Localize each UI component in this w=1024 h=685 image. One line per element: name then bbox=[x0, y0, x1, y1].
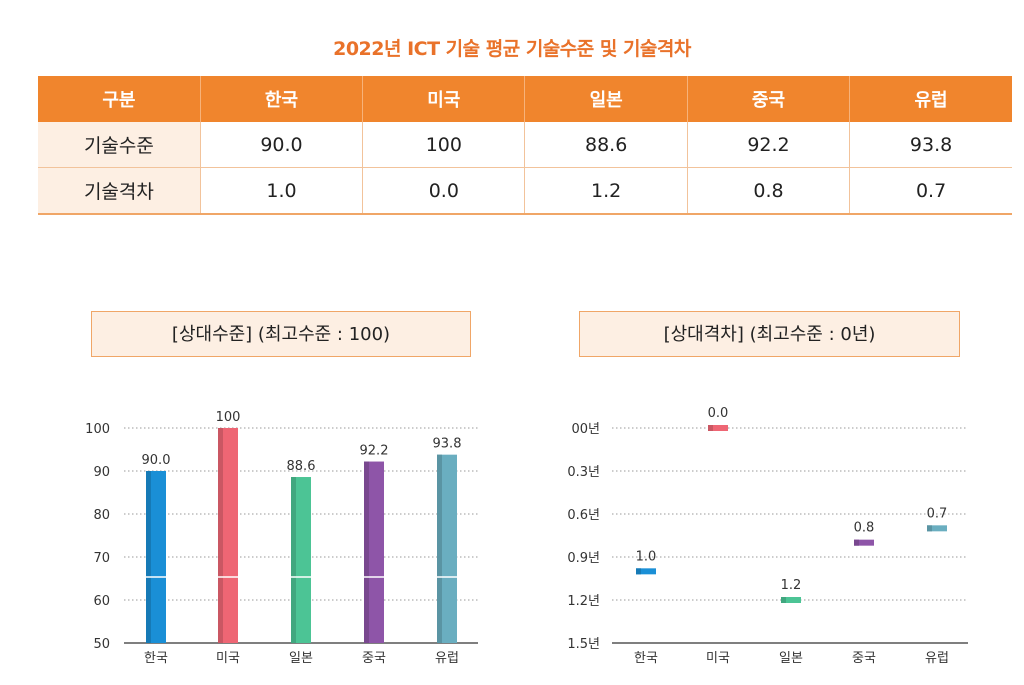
table-cell: 100 bbox=[362, 122, 526, 168]
x-tick-label: 유럽 bbox=[925, 651, 949, 666]
gap-marker-shade bbox=[854, 539, 859, 546]
y-tick-label: 50 bbox=[93, 637, 110, 652]
data-label: 90.0 bbox=[142, 453, 171, 468]
table-row: 기술수준 90.0 100 88.6 92.2 93.8 bbox=[38, 122, 1012, 168]
table-header-cell: 미국 bbox=[362, 76, 526, 122]
table-cell: 1.0 bbox=[200, 167, 364, 215]
gap-marker bbox=[927, 525, 947, 532]
bar-shade bbox=[437, 454, 442, 643]
table-cell: 1.2 bbox=[524, 167, 688, 215]
table-header-cell: 유럽 bbox=[849, 76, 1012, 122]
table-row: 기술격차 1.0 0.0 1.2 0.8 0.7 bbox=[38, 167, 1012, 215]
x-tick-label: 미국 bbox=[706, 651, 730, 666]
data-label: 100 bbox=[216, 410, 241, 425]
gap-marker-shade bbox=[636, 568, 641, 575]
gap-marker-shade bbox=[927, 525, 932, 532]
bar-shade bbox=[146, 471, 151, 643]
data-label: 0.0 bbox=[708, 406, 729, 421]
y-tick-label: 0.6년 bbox=[567, 508, 600, 523]
y-tick-label: 80 bbox=[93, 508, 110, 523]
gap-marker-shade bbox=[708, 425, 713, 431]
y-tick-label: 0.9년 bbox=[567, 551, 600, 566]
table-cell: 0.8 bbox=[687, 167, 851, 215]
x-tick-label: 한국 bbox=[144, 651, 168, 666]
table-cell: 0.0 bbox=[362, 167, 526, 215]
data-label: 1.2 bbox=[781, 578, 802, 593]
bar-shade bbox=[218, 428, 223, 643]
table-cell: 90.0 bbox=[200, 122, 364, 168]
x-tick-label: 유럽 bbox=[435, 651, 459, 666]
row-label: 기술수준 bbox=[38, 122, 201, 168]
y-tick-label: 90 bbox=[93, 465, 110, 480]
y-tick-label: 60 bbox=[93, 594, 110, 609]
bar-shade bbox=[364, 461, 369, 643]
y-tick-label: 00년 bbox=[571, 422, 600, 437]
gap-marker bbox=[854, 539, 874, 546]
x-tick-label: 중국 bbox=[362, 651, 386, 666]
table-header-cell: 구분 bbox=[38, 76, 201, 122]
gap-marker-shade bbox=[781, 597, 786, 603]
level-bar-chart: 50 60 70 80 90 100 90.0 한국 100 미국 88.6 일본 92.2 중국 93.8… bbox=[85, 410, 478, 666]
y-tick-label: 100 bbox=[85, 422, 110, 437]
data-label: 92.2 bbox=[360, 444, 389, 459]
x-tick-label: 한국 bbox=[634, 651, 658, 666]
gap-chart-caption: [상대격차] (최고수준 : 0년) bbox=[579, 311, 960, 357]
x-tick-label: 중국 bbox=[852, 651, 876, 666]
bar-shade bbox=[291, 477, 296, 643]
y-tick-label: 1.2년 bbox=[567, 594, 600, 609]
table-cell: 88.6 bbox=[524, 122, 688, 168]
table-header-cell: 한국 bbox=[200, 76, 364, 122]
data-label: 1.0 bbox=[636, 549, 657, 564]
x-tick-label: 미국 bbox=[216, 651, 240, 666]
y-tick-label: 1.5년 bbox=[567, 637, 600, 652]
y-tick-label: 70 bbox=[93, 551, 110, 566]
table-header-row: 구분 한국 미국 일본 중국 유럽 bbox=[38, 76, 1012, 122]
table-cell: 0.7 bbox=[849, 167, 1012, 215]
table-cell: 92.2 bbox=[687, 122, 851, 168]
table-header-cell: 중국 bbox=[687, 76, 851, 122]
gap-marker bbox=[781, 597, 801, 603]
gap-marker bbox=[636, 568, 656, 575]
table-cell: 93.8 bbox=[849, 122, 1012, 168]
x-tick-label: 일본 bbox=[779, 651, 803, 666]
page-title: 2022년 ICT 기술 평균 기술수준 및 기술격차 bbox=[333, 38, 691, 60]
table-header-cell: 일본 bbox=[524, 76, 688, 122]
data-label: 0.8 bbox=[854, 521, 875, 536]
data-label: 88.6 bbox=[287, 459, 316, 474]
x-tick-label: 일본 bbox=[289, 651, 313, 666]
summary-table: 구분 한국 미국 일본 중국 유럽 기술수준 90.0 100 88.6 92.… bbox=[38, 76, 1012, 215]
data-label: 0.7 bbox=[927, 506, 948, 521]
gap-marker bbox=[708, 425, 728, 431]
data-label: 93.8 bbox=[433, 437, 462, 452]
level-chart-caption: [상대수준] (최고수준 : 100) bbox=[91, 311, 471, 357]
y-tick-label: 0.3년 bbox=[567, 465, 600, 480]
row-label: 기술격차 bbox=[38, 167, 201, 215]
